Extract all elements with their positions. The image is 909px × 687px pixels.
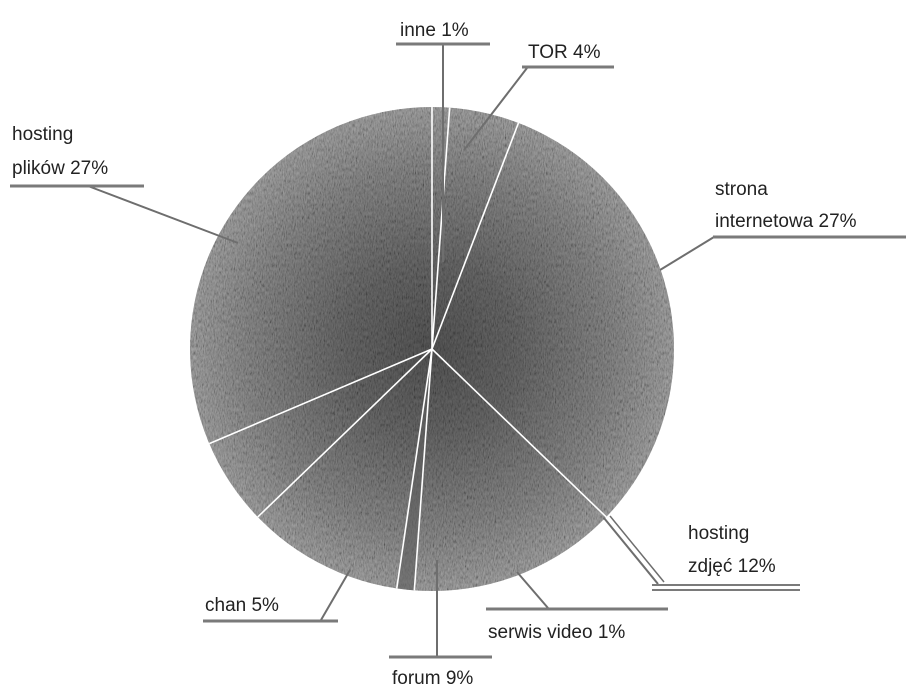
leader-serwis xyxy=(516,571,549,609)
slice-boundary-2 xyxy=(431,122,520,350)
pie-body xyxy=(190,107,674,591)
label-hosting-zdjec-line2: zdjęć 12% xyxy=(688,556,776,577)
leader-strona xyxy=(659,236,715,271)
leader-tor xyxy=(463,67,528,151)
label-hosting-zdjec-line1: hosting xyxy=(688,523,749,544)
label-strona-line1: strona xyxy=(715,179,768,200)
leader-hosting-plikow xyxy=(87,185,239,244)
label-chan: chan 5% xyxy=(205,595,279,616)
slice-boundary-6 xyxy=(257,348,433,518)
slice-boundary-4 xyxy=(413,348,433,591)
slice-labels: inne 1% TOR 4% strona internetowa 27% ho… xyxy=(12,20,857,687)
leader-lines xyxy=(10,42,906,659)
label-hosting-plikow-line2: plików 27% xyxy=(12,158,108,179)
label-hosting-plikow-line1: hosting xyxy=(12,124,73,145)
leader-chan xyxy=(320,569,351,621)
label-inne: inne 1% xyxy=(400,20,469,41)
slice-boundaries xyxy=(208,107,607,591)
leader-hosting-zdjec xyxy=(603,517,659,585)
label-forum: forum 9% xyxy=(392,668,473,687)
label-serwis: serwis video 1% xyxy=(488,622,625,643)
slice-boundary-1 xyxy=(431,107,451,350)
slice-boundary-3 xyxy=(431,348,607,518)
slice-boundary-7 xyxy=(208,348,433,445)
label-tor: TOR 4% xyxy=(528,42,601,63)
label-strona-line2: internetowa 27% xyxy=(715,211,857,232)
slice-boundary-5 xyxy=(395,348,433,589)
leader-hosting-zdjec-b xyxy=(609,515,665,583)
